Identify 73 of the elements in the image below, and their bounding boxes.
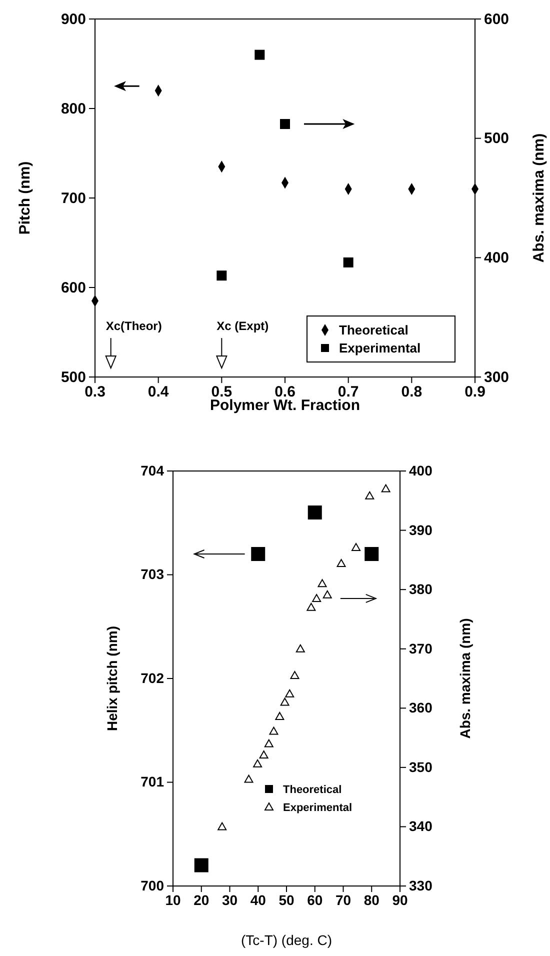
y-tick-label: 900	[60, 10, 86, 28]
y2-tick-label: 370	[409, 640, 433, 656]
y-tick-label: 700	[60, 190, 86, 207]
point	[280, 119, 290, 130]
x-tick-label: 0.9	[464, 384, 486, 401]
y2-tick-label: 330	[409, 877, 433, 894]
y2-tick-label: 300	[484, 368, 510, 386]
x-tick-label: 90	[392, 892, 408, 908]
y-tick-label: 701	[140, 774, 164, 790]
y-tick-label: 800	[60, 100, 86, 118]
point	[381, 484, 390, 492]
y2-tick-label: 600	[484, 10, 510, 28]
point	[253, 759, 262, 768]
point	[308, 506, 322, 520]
point	[312, 594, 322, 602]
legend-label: Theoretical	[339, 322, 408, 338]
point	[251, 547, 266, 561]
x-tick-label: 80	[364, 892, 380, 908]
y-axis-title: Pitch (nm)	[16, 161, 34, 235]
point	[352, 542, 361, 551]
x-tick-label: 60	[307, 892, 323, 908]
y2-tick-label: 400	[409, 462, 433, 478]
y2-axis-title: Abs. maxima (nm)	[530, 133, 548, 263]
x-tick-label: 0.3	[84, 384, 106, 401]
y-tick-label: 700	[140, 877, 164, 894]
point	[364, 547, 379, 561]
point	[296, 644, 305, 652]
y2-tick-label: 400	[484, 249, 510, 266]
annotation: Xc (Expt)	[216, 319, 269, 334]
legend-label: Experimental	[283, 802, 352, 814]
y-tick-label: 500	[60, 368, 86, 386]
x-axis-title: (Tc-T) (deg. C)	[241, 932, 332, 948]
point	[275, 712, 284, 720]
point	[254, 50, 265, 60]
x-tick-label: 0.8	[401, 384, 422, 401]
y2-tick-label: 360	[409, 700, 433, 716]
point	[306, 602, 316, 611]
point	[322, 590, 332, 598]
point	[216, 270, 227, 281]
x-tick-label: 10	[165, 892, 181, 908]
point	[318, 579, 327, 588]
y-tick-label: 703	[140, 566, 164, 582]
y2-tick-label: 390	[409, 522, 433, 538]
point	[259, 750, 268, 758]
point	[264, 739, 274, 748]
y2-tick-label: 500	[484, 130, 510, 148]
x-tick-label: 70	[335, 892, 352, 908]
x-tick-label: 50	[278, 892, 294, 908]
point	[290, 671, 300, 680]
x-tick-label: 30	[222, 892, 238, 908]
y-axis-title: Helix pitch (nm)	[104, 626, 120, 732]
point	[280, 698, 290, 706]
legend-label: Theoretical	[283, 784, 342, 796]
point	[285, 689, 294, 698]
y2-axis-title: Abs. maxima (nm)	[456, 618, 473, 739]
legend-label: Experimental	[339, 340, 421, 356]
point	[244, 774, 254, 783]
annotation: Xc(Theor)	[106, 319, 162, 334]
x-tick-label: 0.4	[148, 384, 170, 401]
point	[343, 257, 354, 268]
point	[336, 558, 346, 567]
y2-tick-label: 380	[409, 581, 433, 598]
point	[218, 822, 227, 830]
y2-tick-label: 350	[409, 758, 433, 775]
y2-tick-label: 340	[409, 818, 433, 834]
point	[365, 491, 374, 500]
y-tick-label: 702	[140, 670, 164, 686]
x-tick-label: 20	[194, 892, 210, 908]
point	[269, 726, 278, 735]
x-tick-label: 40	[250, 892, 266, 908]
point	[194, 858, 208, 872]
y-tick-label: 600	[60, 279, 86, 296]
y-tick-label: 704	[140, 462, 164, 478]
